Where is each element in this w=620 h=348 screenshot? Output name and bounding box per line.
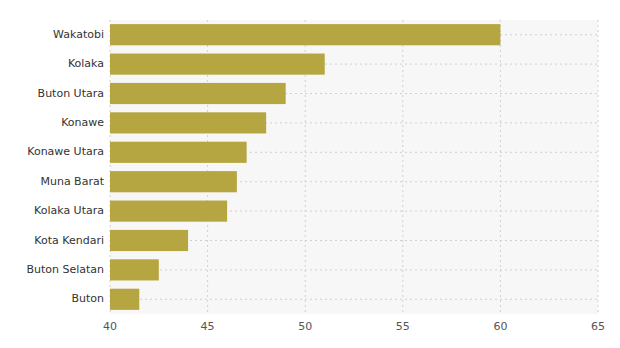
bars — [110, 24, 500, 310]
y-tick-label: Muna Barat — [40, 175, 104, 188]
bar — [110, 230, 188, 251]
bar — [110, 142, 247, 163]
x-tick-label: 40 — [103, 320, 117, 333]
y-tick-label: Kota Kendari — [34, 234, 104, 247]
bar — [110, 171, 237, 192]
y-tick-label: Kolaka Utara — [34, 204, 104, 217]
y-tick-label: Konawe Utara — [27, 145, 104, 158]
bar — [110, 201, 227, 222]
x-grid-line — [402, 20, 403, 314]
bar — [110, 112, 266, 133]
chart-container: 40 45 50 55 60 65 Buton Buton Selatan Kota Kenda… — [0, 0, 620, 348]
bar — [110, 83, 286, 104]
y-tick-label: Wakatobi — [53, 28, 104, 41]
x-tick-label: 50 — [298, 320, 312, 333]
y-tick-label: Konawe — [61, 116, 104, 129]
chart-svg: 40 45 50 55 60 65 Buton Buton Selatan Kota Kenda… — [0, 0, 620, 348]
y-tick-label: Buton — [71, 292, 104, 305]
x-tick-label: 45 — [201, 320, 215, 333]
x-tick-label: 60 — [493, 320, 507, 333]
x-tick-label: 65 — [591, 320, 605, 333]
y-tick-label: Buton Selatan — [26, 263, 104, 276]
y-grid-line — [110, 269, 598, 270]
y-tick-label: Kolaka — [68, 57, 104, 70]
bar — [110, 24, 500, 45]
x-tick-label: 55 — [396, 320, 410, 333]
bar — [110, 259, 159, 280]
y-grid-line — [110, 299, 598, 300]
y-tick-label: Buton Utara — [38, 87, 104, 100]
bar — [110, 54, 325, 75]
bar — [110, 289, 139, 310]
